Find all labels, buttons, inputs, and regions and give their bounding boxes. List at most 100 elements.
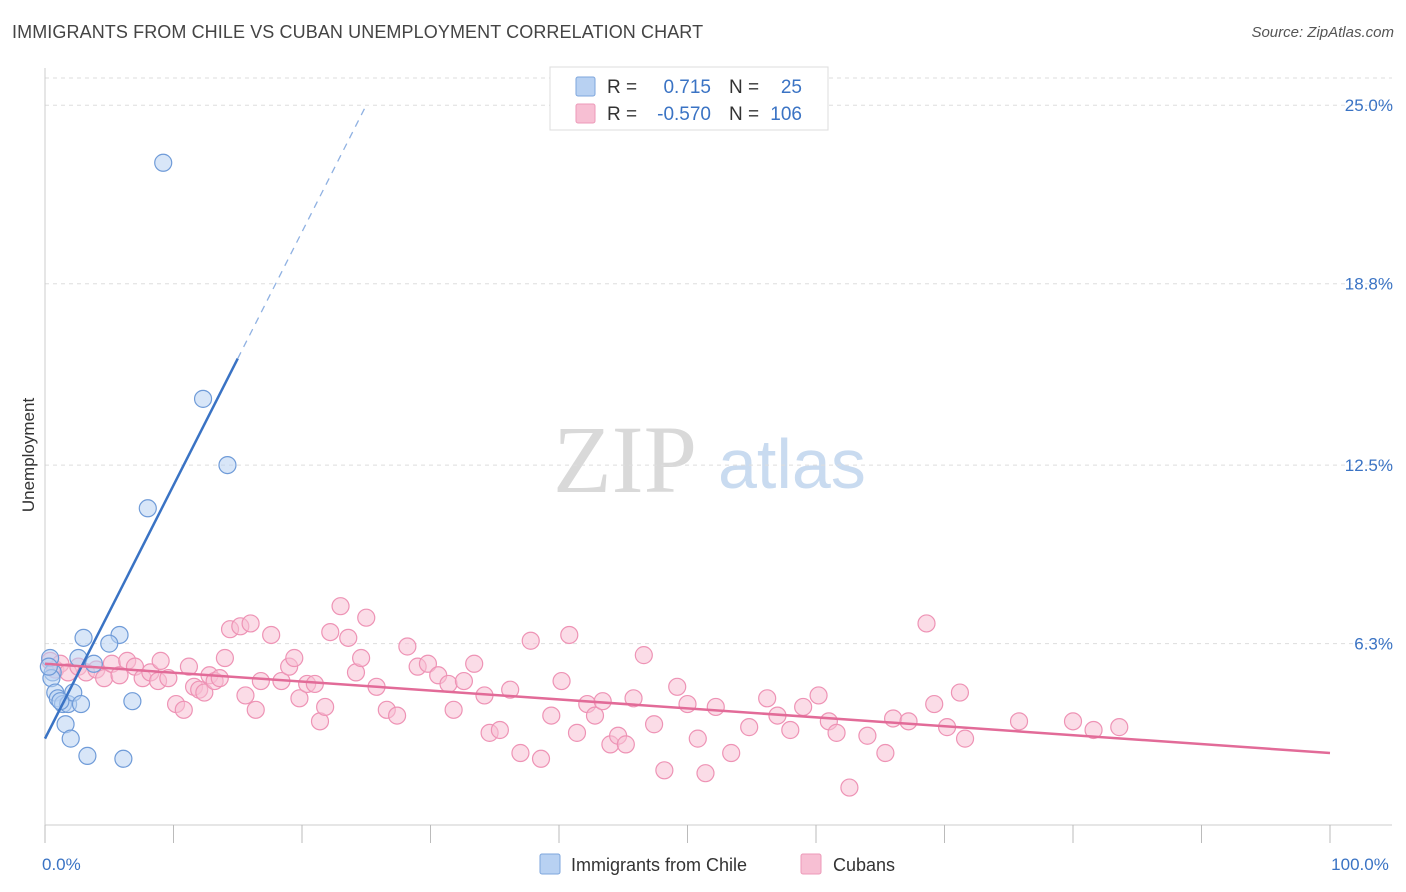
cubans-point bbox=[542, 706, 561, 725]
legend-n-label-1: N = bbox=[729, 77, 759, 98]
cubans-point bbox=[560, 625, 579, 645]
cubans-point bbox=[454, 671, 474, 691]
cubans-point bbox=[827, 723, 846, 742]
cubans-point bbox=[174, 700, 193, 719]
cubans-point bbox=[644, 715, 664, 734]
tick-labels: 6.3% 12.5% 18.8% 25.0% 0.0% 100.0% bbox=[42, 96, 1393, 874]
cubans-point bbox=[706, 697, 725, 717]
y-tick-label: 25.0% bbox=[1345, 96, 1393, 115]
cubans-point bbox=[321, 622, 340, 642]
cubans-point bbox=[236, 686, 255, 705]
cubans-point bbox=[616, 735, 635, 754]
cubans-point bbox=[634, 646, 653, 665]
chile-point bbox=[71, 694, 91, 714]
y-tick-label: 12.5% bbox=[1345, 456, 1393, 475]
cubans-point bbox=[357, 608, 376, 627]
cubans-point bbox=[781, 720, 800, 740]
chile-trend-line bbox=[43, 357, 239, 740]
watermark-atlas: atlas bbox=[718, 425, 866, 503]
cubans-point bbox=[899, 712, 918, 731]
axes bbox=[44, 68, 1392, 843]
cubans-point bbox=[418, 654, 438, 673]
cubans-point bbox=[876, 743, 895, 763]
cubans-trend-line bbox=[44, 662, 1331, 755]
chile-point bbox=[100, 634, 119, 653]
chile-point bbox=[193, 389, 213, 408]
legend-r-value-2: -0.570 bbox=[657, 104, 711, 125]
cubans-point bbox=[352, 648, 371, 668]
x-tick-label: 0.0% bbox=[42, 855, 81, 874]
cubans-point bbox=[246, 700, 265, 719]
cubans-point bbox=[858, 726, 877, 745]
cubans-point bbox=[444, 700, 463, 719]
cubans-point bbox=[439, 674, 458, 694]
chile-point bbox=[123, 692, 142, 711]
chart-title: IMMIGRANTS FROM CHILE VS CUBAN UNEMPLOYM… bbox=[12, 22, 704, 42]
cubans-point bbox=[521, 631, 540, 650]
chile-point bbox=[39, 657, 58, 676]
y-tick-label: 6.3% bbox=[1354, 635, 1393, 654]
cubans-point bbox=[110, 666, 129, 685]
cubans-point bbox=[262, 625, 281, 645]
trend-lines bbox=[43, 104, 1331, 755]
cubans-point bbox=[1084, 720, 1103, 740]
cubans-point bbox=[465, 654, 484, 673]
cubans-point bbox=[809, 686, 828, 705]
y-axis-label: Unemployment bbox=[19, 398, 38, 513]
cubans-point bbox=[567, 723, 587, 742]
cubans-point bbox=[251, 671, 270, 691]
cubans-point bbox=[668, 677, 687, 696]
series-legend-label-chile: Immigrants from Chile bbox=[571, 855, 747, 875]
cubans-point bbox=[151, 651, 170, 670]
legend-box bbox=[549, 66, 829, 131]
legend-r-value-1: 0.715 bbox=[663, 77, 711, 98]
cubans-point bbox=[316, 697, 335, 717]
cubans-point bbox=[925, 694, 944, 714]
cubans-point bbox=[1110, 718, 1129, 737]
cubans-point bbox=[624, 689, 643, 708]
cubans-point bbox=[696, 764, 715, 783]
chile-point bbox=[78, 746, 97, 765]
y-tick-label: 18.8% bbox=[1345, 275, 1393, 294]
chile-point bbox=[84, 654, 103, 673]
cubans-point bbox=[387, 706, 407, 725]
chart-source: Source: ZipAtlas.com bbox=[1251, 24, 1394, 41]
cubans-point bbox=[688, 729, 707, 748]
cubans-point bbox=[501, 680, 520, 699]
cubans-point bbox=[1009, 712, 1029, 731]
chile-point bbox=[114, 749, 133, 768]
cubans-point bbox=[179, 657, 199, 676]
cubans-point bbox=[655, 761, 674, 780]
cubans-point bbox=[794, 697, 813, 717]
cubans-point bbox=[722, 743, 741, 763]
chile-point bbox=[138, 499, 157, 518]
cubans-point bbox=[883, 709, 903, 728]
x-tick-label: 100.0% bbox=[1331, 855, 1389, 874]
legend-r-label-2: R = bbox=[607, 104, 637, 125]
legend-swatch-cubans bbox=[575, 103, 596, 124]
legend-swatch-chile bbox=[575, 76, 596, 97]
legend-n-label-2: N = bbox=[729, 104, 759, 125]
cubans-point bbox=[917, 614, 936, 633]
cubans-point bbox=[331, 597, 350, 616]
cubans-point bbox=[215, 648, 234, 668]
cubans-point bbox=[740, 718, 759, 737]
legend-n-value-1: 25 bbox=[781, 77, 802, 98]
cubans-point bbox=[339, 628, 358, 647]
cubans-point bbox=[531, 749, 551, 768]
cubans-points bbox=[41, 597, 1129, 797]
chile-point bbox=[69, 648, 88, 668]
series-legend-label-cubans: Cubans bbox=[833, 855, 895, 875]
cubans-point bbox=[511, 743, 530, 763]
grid-lines bbox=[45, 77, 1392, 645]
cubans-point bbox=[398, 637, 417, 656]
legend-r-label-1: R = bbox=[607, 77, 637, 98]
cubans-point bbox=[950, 683, 970, 702]
cubans-point bbox=[159, 669, 178, 688]
cubans-point bbox=[290, 689, 309, 708]
chile-trend-extension bbox=[237, 104, 367, 359]
cubans-point bbox=[758, 689, 777, 708]
cubans-point bbox=[585, 706, 605, 725]
chile-point bbox=[218, 455, 237, 475]
